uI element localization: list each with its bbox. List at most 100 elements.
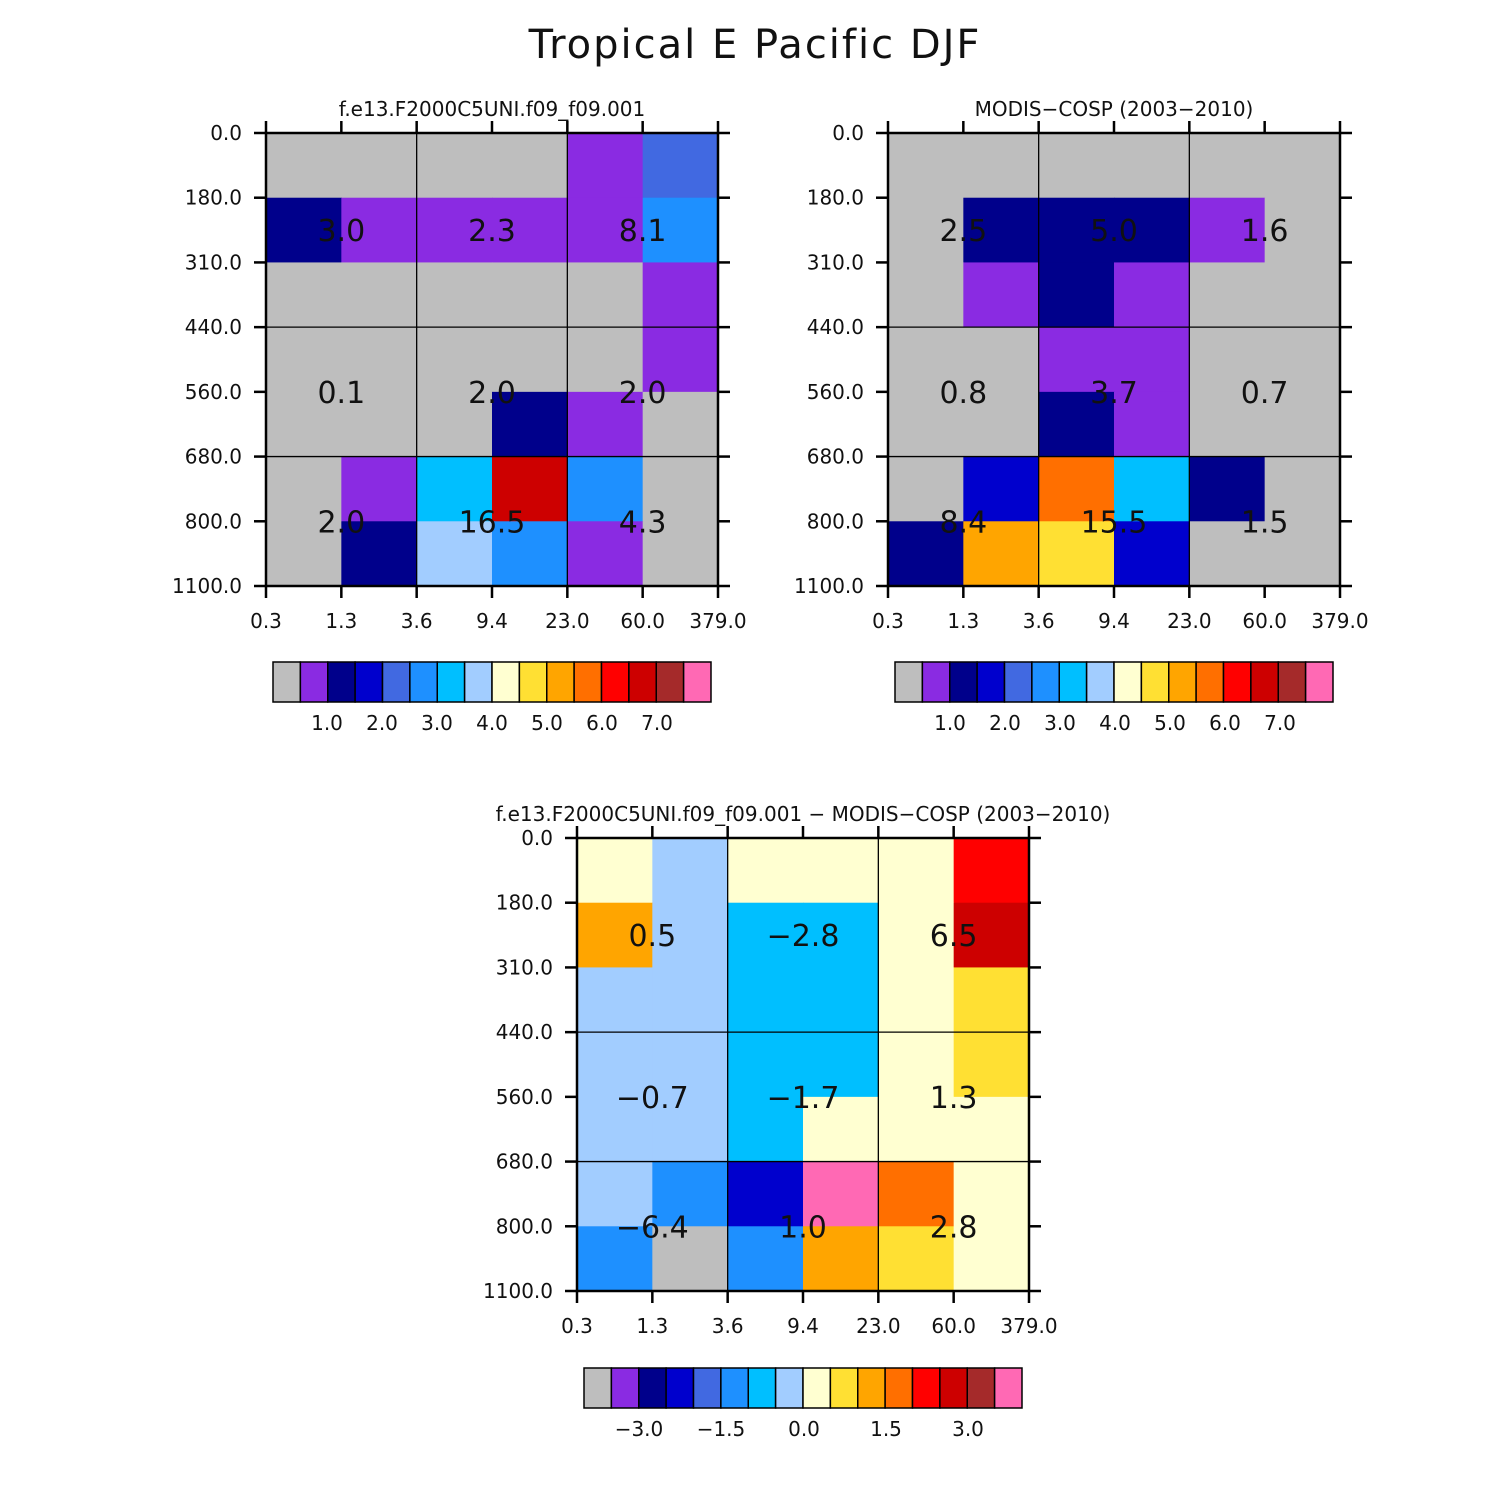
colorbar-label: 5.0 <box>531 711 563 735</box>
heatmap-cell <box>642 262 719 328</box>
heatmap-cell <box>567 197 644 263</box>
heatmap-cell <box>1038 391 1115 458</box>
heatmap-cell <box>1264 456 1341 522</box>
colorbar-swatch <box>628 661 657 703</box>
colorbar-swatch <box>583 1367 613 1409</box>
heatmap-cell <box>341 133 418 199</box>
heatmap-cell <box>1114 262 1190 328</box>
heatmap-cell <box>341 456 418 522</box>
data-label: −0.7 <box>616 1081 689 1116</box>
heatmap-cell <box>803 838 879 904</box>
panel-title: f.e13.F2000C5UNI.f09_f09.001 <box>339 97 646 121</box>
data-label: 1.6 <box>1241 214 1289 249</box>
colorbar-swatch <box>921 661 951 703</box>
colorbar-swatch <box>573 661 603 703</box>
x-tick-label: 3.6 <box>712 1314 744 1338</box>
heatmap-cell <box>803 902 879 968</box>
heatmap-cell <box>577 1096 653 1163</box>
data-label: 1.3 <box>930 1081 978 1116</box>
colorbar-swatch <box>272 661 302 703</box>
colorbar-swatch <box>1195 661 1225 703</box>
data-label: 15.5 <box>1081 505 1148 540</box>
heatmap-cell <box>803 1096 879 1163</box>
x-tick-label: 379.0 <box>689 609 746 633</box>
heatmap-cell <box>963 327 1040 393</box>
heatmap-cell <box>1189 521 1266 587</box>
colorbar-swatch <box>857 1367 886 1409</box>
colorbar-swatch <box>829 1367 859 1409</box>
colorbar-swatch <box>1003 661 1033 703</box>
heatmap-cell <box>652 1161 729 1227</box>
heatmap-cell <box>1264 521 1341 587</box>
heatmap-cell <box>727 967 804 1033</box>
colorbar-label: 2.0 <box>366 711 398 735</box>
heatmap-cell <box>888 456 964 522</box>
heatmap-cell <box>567 391 644 458</box>
heatmap-cell <box>642 521 719 587</box>
colorbar-swatch <box>774 1367 804 1409</box>
heatmap-cell <box>642 197 719 263</box>
heatmap-cell <box>652 967 729 1033</box>
heatmap-cell <box>341 521 418 587</box>
colorbar-swatch <box>966 1367 996 1409</box>
y-tick-label: 0.0 <box>521 826 553 850</box>
heatmap-cell <box>878 1161 955 1227</box>
colorbar-label: 6.0 <box>586 711 618 735</box>
data-label: 3.7 <box>1090 376 1138 411</box>
colorbar-swatch <box>1250 661 1279 703</box>
heatmap-cell <box>888 133 964 199</box>
heatmap-cell <box>416 391 493 458</box>
heatmap-cell <box>953 902 1030 968</box>
colorbar-swatch <box>939 1367 968 1409</box>
heatmap-cell <box>878 1096 955 1163</box>
heatmap-cell <box>1189 391 1266 458</box>
colorbar-swatch <box>299 661 329 703</box>
colorbar-swatch <box>949 661 978 703</box>
heatmap-cell <box>1264 327 1341 393</box>
colorbar-swatch <box>911 1367 941 1409</box>
colorbar-swatch <box>638 1367 667 1409</box>
colorbar-label: 7.0 <box>641 711 673 735</box>
colorbar-swatch <box>720 1367 749 1409</box>
x-tick-label: 9.4 <box>787 1314 819 1338</box>
heatmap-cell <box>953 1096 1030 1163</box>
colorbar-swatch <box>692 1367 722 1409</box>
colorbar-swatch <box>747 1367 777 1409</box>
heatmap-cell <box>492 197 568 263</box>
y-tick-label: 1100.0 <box>483 1279 553 1303</box>
heatmap-cell <box>577 1032 653 1098</box>
heatmap-cell <box>416 133 493 199</box>
colorbar-swatch <box>518 661 548 703</box>
heatmap-cell <box>1038 197 1115 263</box>
colorbar-label: 3.0 <box>421 711 453 735</box>
heatmap-cell <box>416 456 493 522</box>
heatmap-cell <box>888 391 964 458</box>
y-tick-label: 560.0 <box>807 380 864 404</box>
data-label: 2.8 <box>930 1210 978 1245</box>
x-tick-label: 1.3 <box>947 609 979 633</box>
x-tick-label: 60.0 <box>931 1314 976 1338</box>
colorbar-label: 0.0 <box>788 1417 820 1441</box>
y-tick-label: 1100.0 <box>172 574 242 598</box>
heatmap-cell <box>416 197 493 263</box>
heatmap-cell <box>652 838 729 904</box>
x-tick-label: 0.3 <box>561 1314 593 1338</box>
x-tick-label: 9.4 <box>476 609 508 633</box>
colorbar-label: 4.0 <box>1099 711 1131 735</box>
y-tick-label: 0.0 <box>832 121 864 145</box>
heatmap-cell <box>1114 391 1190 458</box>
y-tick-label: 800.0 <box>185 509 242 533</box>
heatmap-cell <box>416 327 493 393</box>
colorbar-swatch <box>1058 661 1088 703</box>
heatmap-cell <box>1264 391 1341 458</box>
colorbar-label: 3.0 <box>1044 711 1076 735</box>
heatmap-cell <box>567 521 644 587</box>
y-tick-label: 440.0 <box>185 315 242 339</box>
heatmap-cell <box>888 262 964 328</box>
x-tick-label: 1.3 <box>325 609 357 633</box>
data-label: −6.4 <box>616 1210 689 1245</box>
data-label: 6.5 <box>930 919 978 954</box>
data-label: 2.0 <box>468 376 516 411</box>
heatmap-cell <box>963 133 1040 199</box>
x-tick-label: 379.0 <box>1311 609 1368 633</box>
